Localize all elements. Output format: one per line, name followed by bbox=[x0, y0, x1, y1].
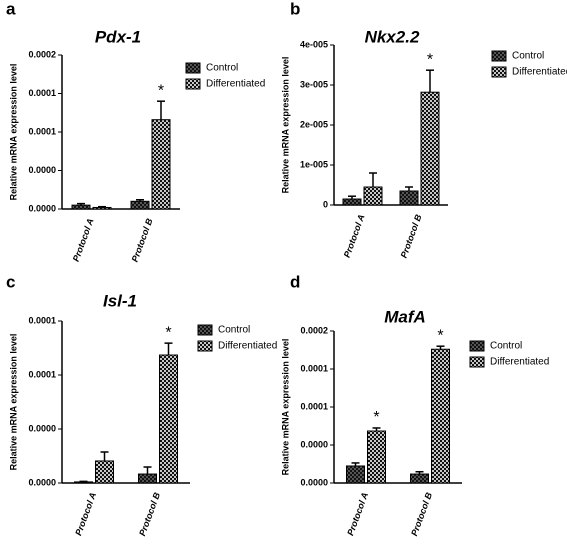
bar bbox=[92, 206, 112, 210]
y-tick-label: 0.0001 bbox=[28, 126, 56, 136]
legend-swatch bbox=[185, 78, 201, 90]
bar bbox=[399, 190, 419, 206]
y-tick-label: 0.0002 bbox=[28, 49, 56, 59]
panel-label: c bbox=[6, 272, 15, 291]
legend-label: Control bbox=[490, 341, 522, 352]
y-tick-label: 0.0001 bbox=[28, 315, 56, 325]
legend-swatch bbox=[197, 340, 213, 352]
y-tick-label: 0.0000 bbox=[300, 477, 328, 487]
legend-swatch bbox=[491, 50, 507, 62]
bar bbox=[431, 348, 450, 484]
x-tick-label: Protocol B bbox=[130, 217, 155, 264]
y-tick-label: 0.0001 bbox=[28, 88, 56, 98]
legend-label: Differentiated bbox=[490, 357, 549, 368]
chart-title: MafA bbox=[384, 307, 426, 326]
bar bbox=[95, 460, 114, 484]
y-axis-label: Relative mRNA expression level bbox=[8, 64, 18, 201]
y-tick-label: 0.0000 bbox=[28, 165, 56, 175]
bar bbox=[420, 91, 440, 206]
y-tick-label: 0.0002 bbox=[300, 325, 328, 335]
y-tick-label: 0.0001 bbox=[300, 401, 328, 411]
x-tick-label: Protocol A bbox=[73, 491, 98, 537]
chart-title: Pdx-1 bbox=[95, 27, 141, 46]
y-axis-label: Relative mRNA expression level bbox=[280, 339, 290, 476]
significance-mark: * bbox=[437, 327, 443, 344]
legend-swatch bbox=[469, 356, 485, 368]
legend-swatch bbox=[185, 62, 201, 74]
legend-label: Differentiated bbox=[218, 341, 277, 352]
legend-swatch bbox=[197, 324, 213, 336]
legend-swatch bbox=[491, 66, 507, 78]
y-tick-label: 0.0000 bbox=[28, 423, 56, 433]
bar bbox=[342, 198, 362, 206]
y-tick-label: 2e-005 bbox=[300, 119, 328, 129]
y-tick-label: 0.0001 bbox=[28, 369, 56, 379]
x-tick-label: Protocol B bbox=[409, 491, 434, 538]
bar bbox=[367, 430, 386, 484]
y-axis-label: Relative mRNA expression level bbox=[280, 57, 290, 194]
chart-title: Nkx2.2 bbox=[365, 27, 420, 46]
x-tick-label: Protocol A bbox=[342, 213, 367, 259]
bar bbox=[363, 186, 383, 206]
panel-label: b bbox=[290, 0, 300, 18]
bar bbox=[159, 354, 178, 484]
x-tick-label: Protocol B bbox=[137, 491, 162, 538]
legend-label: Differentiated bbox=[206, 79, 265, 90]
y-axis-label: Relative mRNA expression level bbox=[8, 334, 18, 471]
legend-label: Control bbox=[206, 63, 238, 74]
significance-mark: * bbox=[165, 324, 171, 341]
x-tick-label: Protocol A bbox=[71, 217, 96, 263]
x-tick-label: Protocol B bbox=[399, 213, 424, 260]
legend-swatch bbox=[469, 340, 485, 352]
legend-label: Control bbox=[512, 51, 544, 62]
significance-mark: * bbox=[158, 82, 164, 99]
panel-label: a bbox=[6, 0, 16, 18]
y-tick-label: 3e-005 bbox=[300, 79, 328, 89]
y-tick-label: 0 bbox=[323, 199, 328, 209]
y-tick-label: 0.0001 bbox=[300, 363, 328, 373]
chart-title: Isl-1 bbox=[103, 291, 137, 310]
significance-mark: * bbox=[373, 409, 379, 426]
significance-mark: * bbox=[427, 51, 433, 68]
bar bbox=[71, 204, 91, 210]
y-tick-label: 0.0000 bbox=[28, 477, 56, 487]
bar bbox=[138, 473, 157, 484]
bar bbox=[346, 465, 365, 484]
y-tick-label: 0.0000 bbox=[300, 439, 328, 449]
x-tick-label: Protocol A bbox=[345, 491, 370, 537]
bar bbox=[151, 119, 171, 210]
y-tick-label: 4e-005 bbox=[300, 39, 328, 49]
bar bbox=[410, 473, 429, 484]
legend-label: Differentiated bbox=[512, 67, 567, 78]
bar bbox=[74, 481, 93, 484]
y-tick-label: 0.0000 bbox=[28, 203, 56, 213]
bar bbox=[130, 200, 150, 210]
y-tick-label: 1e-005 bbox=[300, 159, 328, 169]
panel-label: d bbox=[290, 272, 300, 291]
legend-label: Control bbox=[218, 325, 250, 336]
